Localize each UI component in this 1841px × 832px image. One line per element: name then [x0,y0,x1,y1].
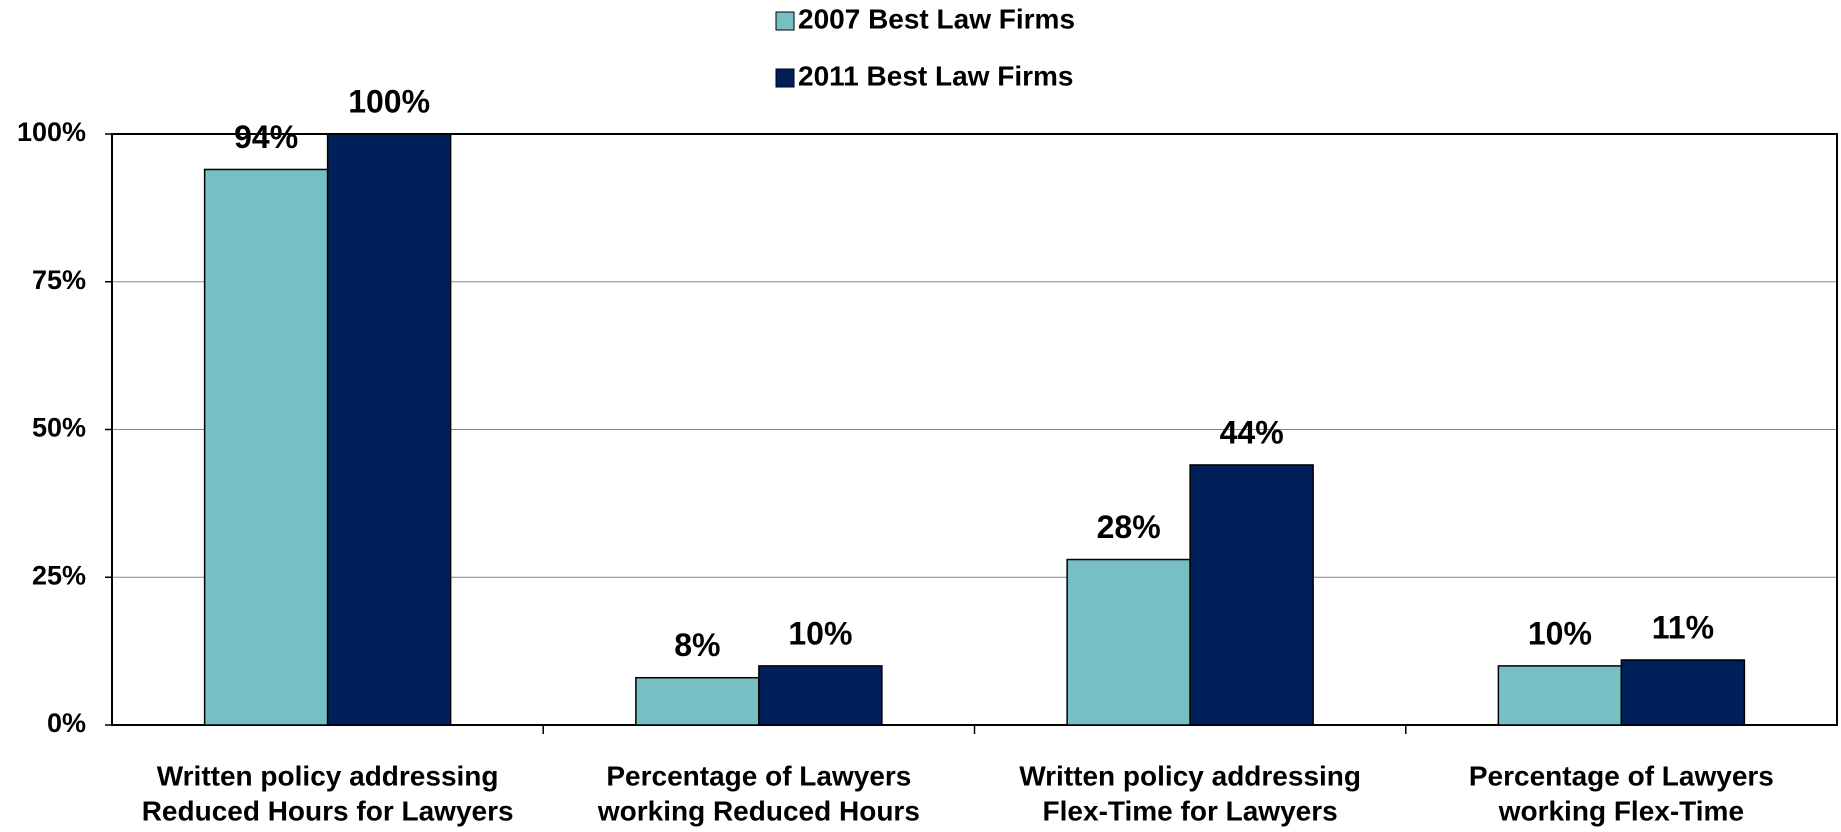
bar [326,133,452,726]
x-tick-label: working Flex-Time [1498,795,1744,826]
y-tick-label: 50% [32,413,86,443]
legend-label: 2011 Best Law Firms [798,60,1073,91]
y-tick-label: 75% [32,265,86,295]
y-tick-label: 0% [47,708,86,738]
value-label: 11% [1652,609,1714,645]
x-tick-label: Flex-Time for Lawyers [1043,795,1338,826]
bar [1497,665,1623,726]
x-tick-label: Reduced Hours for Lawyers [142,795,514,826]
x-tick-label: working Reduced Hours [597,795,920,826]
value-label: 28% [1097,509,1161,545]
bar [635,676,760,726]
value-label: 94% [234,119,298,155]
x-tick-label: Written policy addressing [1019,760,1361,791]
bar [1620,659,1746,726]
x-tick-label: Percentage of Lawyers [1469,760,1774,791]
legend-label: 2007 Best Law Firms [798,3,1075,34]
value-label: 8% [674,627,720,663]
bar [758,665,883,726]
bar [1189,464,1314,726]
legend-swatch [775,11,795,31]
legend-swatch [775,68,795,88]
bar [1066,558,1191,726]
bar [203,168,329,726]
value-label: 10% [1528,615,1592,651]
value-label: 10% [788,615,852,651]
value-label: 44% [1220,414,1284,450]
y-tick-label: 100% [17,117,86,147]
x-tick-label: Percentage of Lawyers [606,760,911,791]
y-tick-label: 25% [32,560,86,590]
value-label: 100% [348,83,430,119]
x-tick-label: Written policy addressing [157,760,499,791]
